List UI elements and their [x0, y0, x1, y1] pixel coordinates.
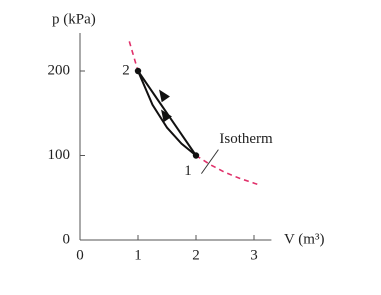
annotation-leader: [200, 149, 219, 174]
process-path: [137, 70, 197, 157]
arrowhead: [159, 89, 170, 103]
state-point: [134, 67, 142, 75]
y-tick-label: 100: [48, 147, 71, 163]
annotation: Isotherm: [219, 131, 273, 147]
x-tick-label: 3: [250, 247, 258, 263]
x-axis-label: V (m³): [284, 231, 324, 247]
y-axis-label: p (kPa): [52, 11, 96, 27]
y-tick-label: 0: [63, 231, 71, 247]
state-point: [192, 152, 200, 159]
point-label: 2: [122, 62, 130, 78]
isotherm-curve: [128, 41, 261, 186]
x-tick-label: 1: [134, 247, 142, 263]
process-path: [137, 70, 197, 157]
x-tick-label: 0: [76, 247, 84, 263]
x-tick-label: 2: [192, 247, 200, 263]
y-tick-label: 200: [48, 62, 71, 78]
point-label: 1: [184, 163, 192, 179]
arrowhead: [161, 109, 172, 123]
